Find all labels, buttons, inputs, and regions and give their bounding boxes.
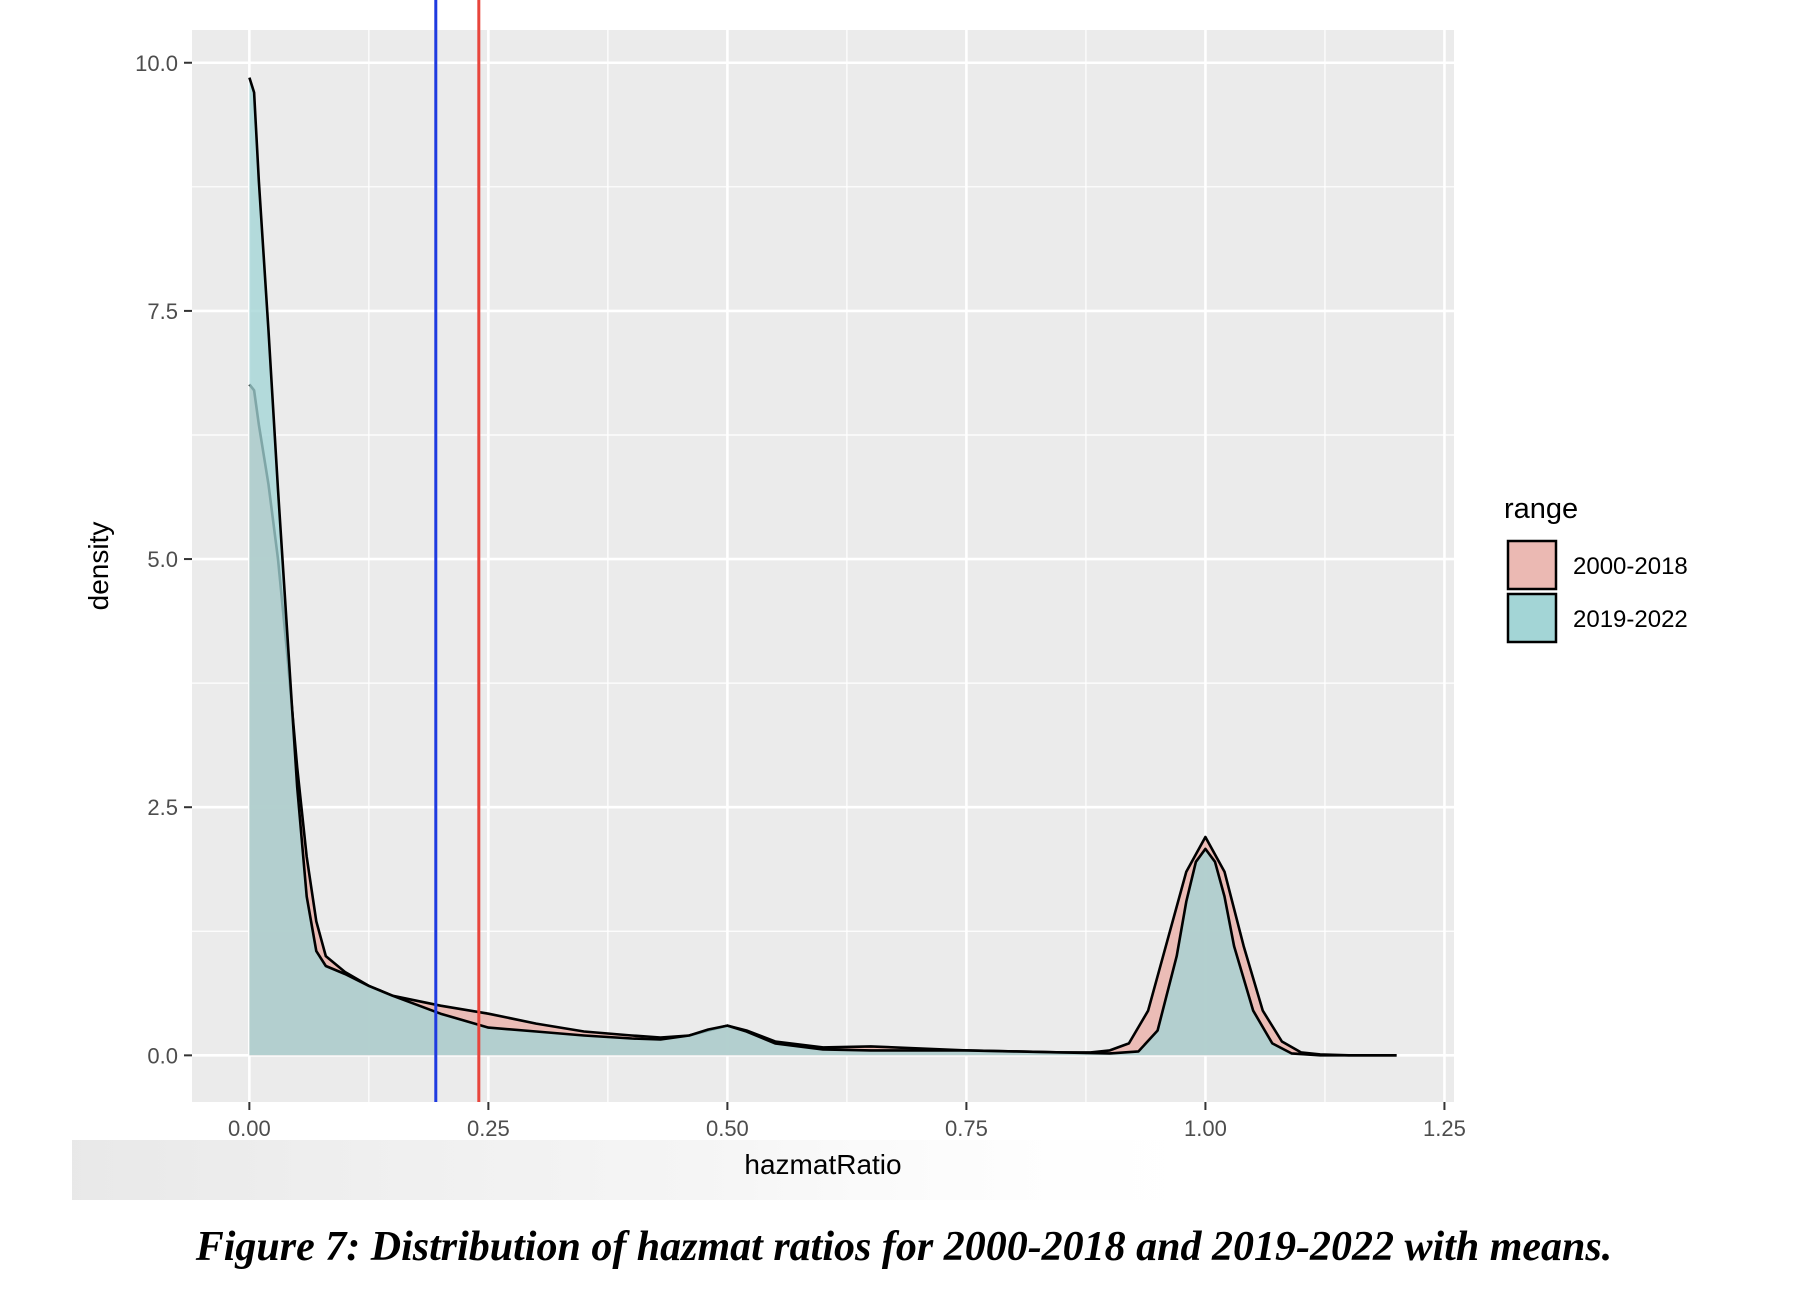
legend-key-2019-2022 xyxy=(1506,592,1558,644)
y-tick-label: 10.0 xyxy=(135,51,178,76)
x-tick-label: 1.25 xyxy=(1423,1116,1466,1141)
y-tick-label: 5.0 xyxy=(147,547,178,572)
x-axis-title: hazmatRatio xyxy=(744,1149,901,1180)
grid-minor xyxy=(192,30,1454,1102)
figure-caption: Figure 7: Distribution of hazmat ratios … xyxy=(195,1224,1613,1270)
y-tick-label: 0.0 xyxy=(147,1043,178,1068)
x-tick-label: 0.50 xyxy=(706,1116,749,1141)
legend-label-2019-2022: 2019-2022 xyxy=(1573,606,1688,633)
x-tick-label: 0.00 xyxy=(228,1116,271,1141)
mean-lines xyxy=(434,0,481,1102)
legend: range 2000-2018 2019-2022 xyxy=(1504,493,1688,644)
legend-title: range xyxy=(1504,493,1578,525)
y-tick-label: 7.5 xyxy=(147,299,178,324)
x-axis: 0.00 0.25 0.50 0.75 1.00 1.25 xyxy=(228,1102,1466,1141)
bottom-fade-band xyxy=(72,1140,1252,1200)
density-layer xyxy=(248,77,1397,1057)
legend-key-2000-2018 xyxy=(1506,539,1558,591)
y-axis-title: density xyxy=(83,522,114,611)
x-tick-label: 0.25 xyxy=(467,1116,510,1141)
y-tick-label: 2.5 xyxy=(147,795,178,820)
plot-panel xyxy=(192,30,1454,1102)
legend-label-2000-2018: 2000-2018 xyxy=(1573,553,1688,580)
x-tick-label: 1.00 xyxy=(1184,1116,1227,1141)
x-tick-label: 0.75 xyxy=(945,1116,988,1141)
y-axis: 0.0 2.5 5.0 7.5 10.0 xyxy=(135,51,192,1068)
density-line-2019-2022 xyxy=(248,77,1397,1057)
